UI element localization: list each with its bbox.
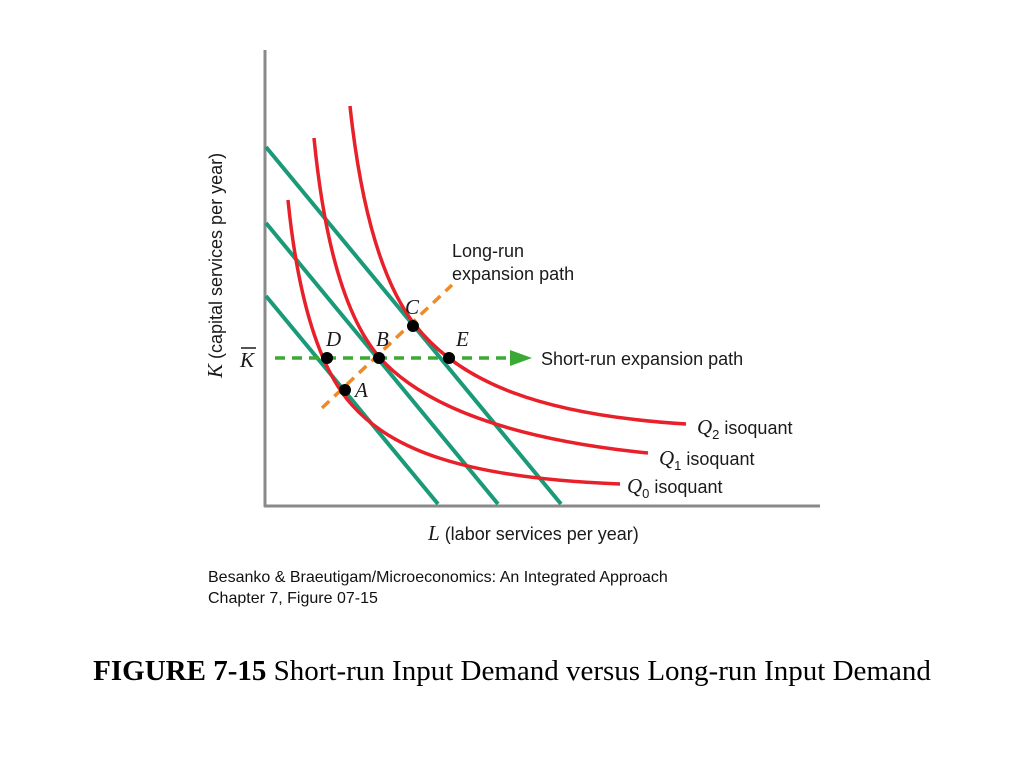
point-e-label: E — [455, 327, 469, 351]
short-run-arrowhead — [510, 350, 532, 366]
credit-line-1: Besanko & Braeutigam/Microeconomics: An … — [208, 569, 668, 586]
x-axis-label: L (labor services per year) — [427, 521, 639, 545]
point-c — [407, 320, 419, 332]
y-axis-label: K (capital services per year) — [203, 153, 227, 379]
point-a-label: A — [353, 378, 368, 402]
point-e — [443, 352, 455, 364]
short-run-label: Short-run expansion path — [541, 349, 743, 369]
isocost-line-0 — [264, 294, 440, 506]
long-run-label-line1: Long-run — [452, 241, 524, 261]
point-c-label: C — [405, 295, 420, 319]
point-b-label: B — [376, 327, 389, 351]
k-bar-label: K — [239, 348, 255, 372]
caption-text: Short-run Input Demand versus Long-run I… — [266, 655, 931, 687]
long-run-expansion-path — [320, 283, 454, 410]
isoquant-q0-curve — [286, 199, 621, 486]
source-credit: Besanko & Braeutigam/Microeconomics: An … — [208, 567, 668, 609]
isoquant-q2-label: Q2 isoquant — [697, 415, 792, 442]
figure-caption: FIGURE 7-15 Short-run Input Demand versu… — [62, 654, 962, 689]
point-d-label: D — [325, 327, 341, 351]
figure-diagram: A B C D E K K (capital services per year… — [203, 50, 820, 545]
point-b — [373, 352, 385, 364]
long-run-label-line2: expansion path — [452, 264, 574, 284]
isoquant-q0-label: Q0 isoquant — [627, 474, 722, 501]
isocost-line-1 — [264, 221, 500, 506]
credit-line-2: Chapter 7, Figure 07-15 — [208, 590, 378, 607]
caption-number: FIGURE 7-15 — [93, 655, 267, 687]
point-a — [339, 384, 351, 396]
point-d — [321, 352, 333, 364]
isoquant-q1-label: Q1 isoquant — [659, 446, 754, 473]
